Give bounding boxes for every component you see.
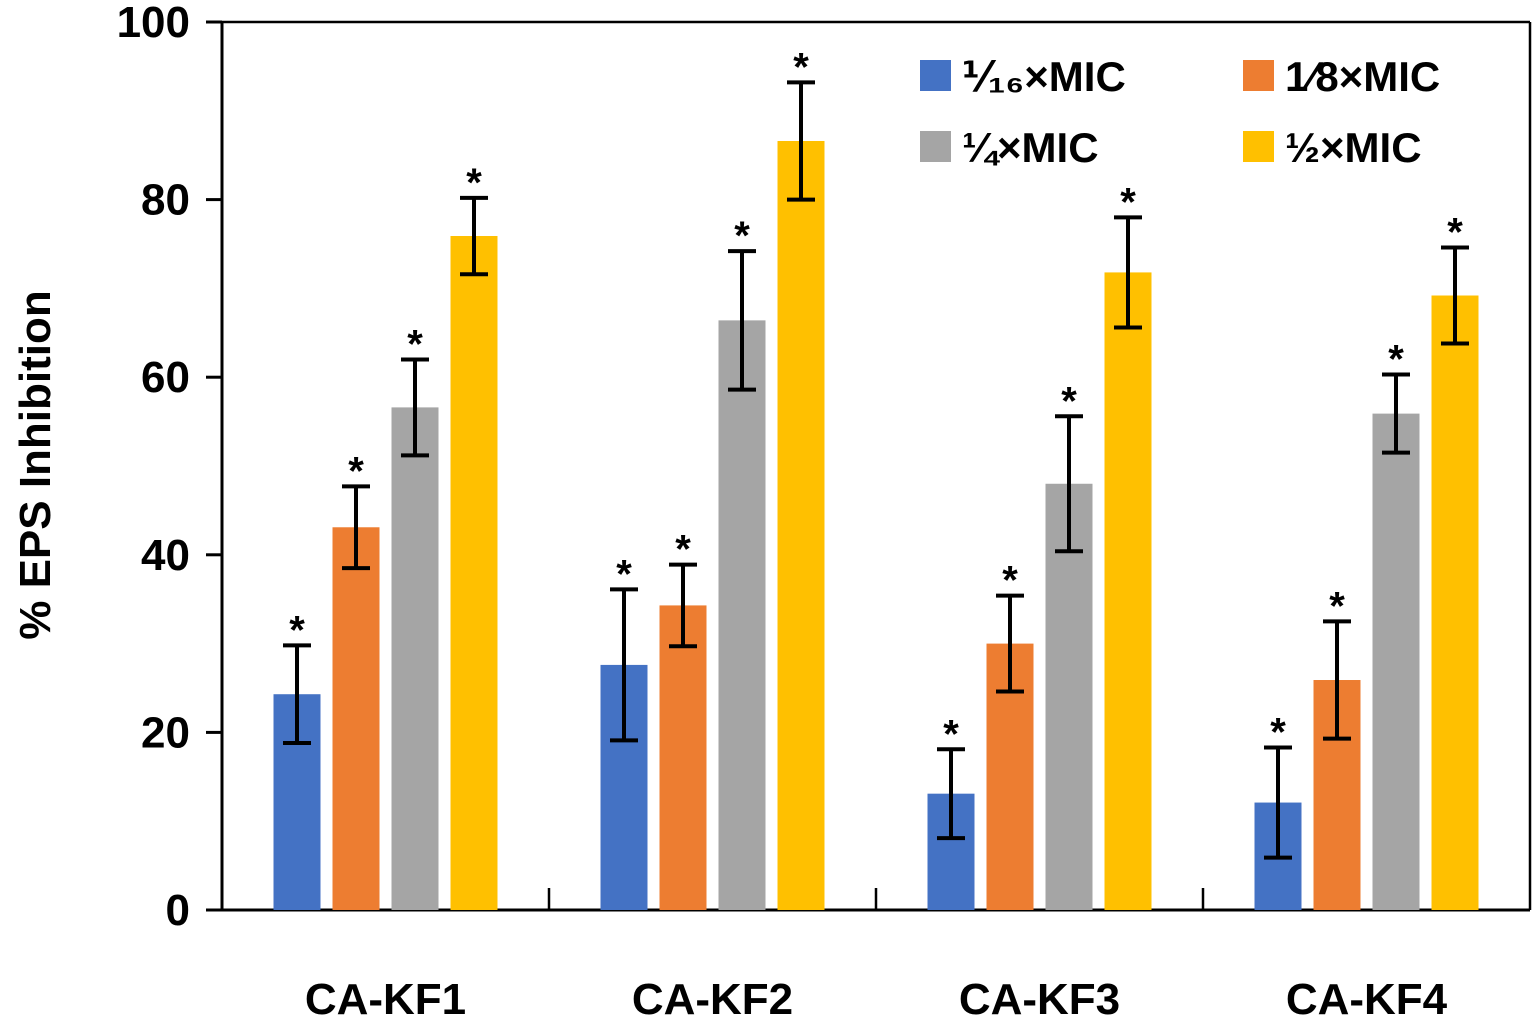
bar-ca-kf2-series-3 bbox=[718, 320, 766, 910]
significance-star: * bbox=[466, 161, 482, 205]
bar-ca-kf4-series-4 bbox=[1431, 295, 1479, 910]
significance-star: * bbox=[1447, 211, 1463, 255]
significance-star: * bbox=[943, 712, 959, 756]
bar-ca-kf2-series-4 bbox=[777, 140, 825, 910]
y-tick-label: 40 bbox=[141, 531, 190, 580]
bar-ca-kf1-series-3 bbox=[391, 407, 439, 910]
bar-ca-kf1-series-4 bbox=[450, 236, 498, 910]
y-tick-label: 100 bbox=[117, 0, 190, 47]
significance-star: * bbox=[675, 528, 691, 572]
significance-star: * bbox=[289, 608, 305, 652]
x-tick-label-ca-kf2: CA-KF2 bbox=[632, 975, 793, 1018]
bar-ca-kf3-series-4 bbox=[1104, 272, 1152, 910]
significance-star: * bbox=[348, 449, 364, 493]
x-tick-label-ca-kf1: CA-KF1 bbox=[305, 975, 466, 1018]
legend-label-1: ⅟₁₆×MIC bbox=[962, 53, 1126, 100]
legend-swatch-2 bbox=[1243, 60, 1274, 91]
legend-label-4: ½×MIC bbox=[1285, 124, 1422, 171]
legend-label-2: 1⁄8×MIC bbox=[1285, 53, 1440, 100]
significance-star: * bbox=[1388, 338, 1404, 382]
legend-swatch-4 bbox=[1243, 131, 1274, 162]
bar-ca-kf4-series-3 bbox=[1372, 413, 1420, 910]
y-tick-label: 80 bbox=[141, 176, 190, 225]
bar-ca-kf2-series-2 bbox=[659, 605, 707, 910]
significance-star: * bbox=[1329, 584, 1345, 628]
legend-swatch-3 bbox=[920, 131, 951, 162]
y-tick-label: 0 bbox=[166, 886, 190, 935]
y-axis-title: % EPS Inhibition bbox=[11, 290, 60, 640]
significance-star: * bbox=[1270, 710, 1286, 754]
legend-label-3: ¼×MIC bbox=[962, 124, 1099, 171]
y-tick-label: 20 bbox=[141, 708, 190, 757]
bar-ca-kf1-series-2 bbox=[332, 527, 380, 910]
legend-swatch-1 bbox=[920, 60, 951, 91]
significance-star: * bbox=[734, 214, 750, 258]
x-tick-label-ca-kf4: CA-KF4 bbox=[1286, 975, 1448, 1018]
significance-star: * bbox=[407, 322, 423, 366]
y-tick-label: 60 bbox=[141, 353, 190, 402]
significance-star: * bbox=[793, 45, 809, 89]
significance-star: * bbox=[1002, 559, 1018, 603]
bar-ca-kf3-series-3 bbox=[1045, 483, 1093, 910]
significance-star: * bbox=[1120, 180, 1136, 224]
significance-star: * bbox=[1061, 379, 1077, 423]
significance-star: * bbox=[616, 552, 632, 596]
x-tick-label-ca-kf3: CA-KF3 bbox=[959, 975, 1120, 1018]
